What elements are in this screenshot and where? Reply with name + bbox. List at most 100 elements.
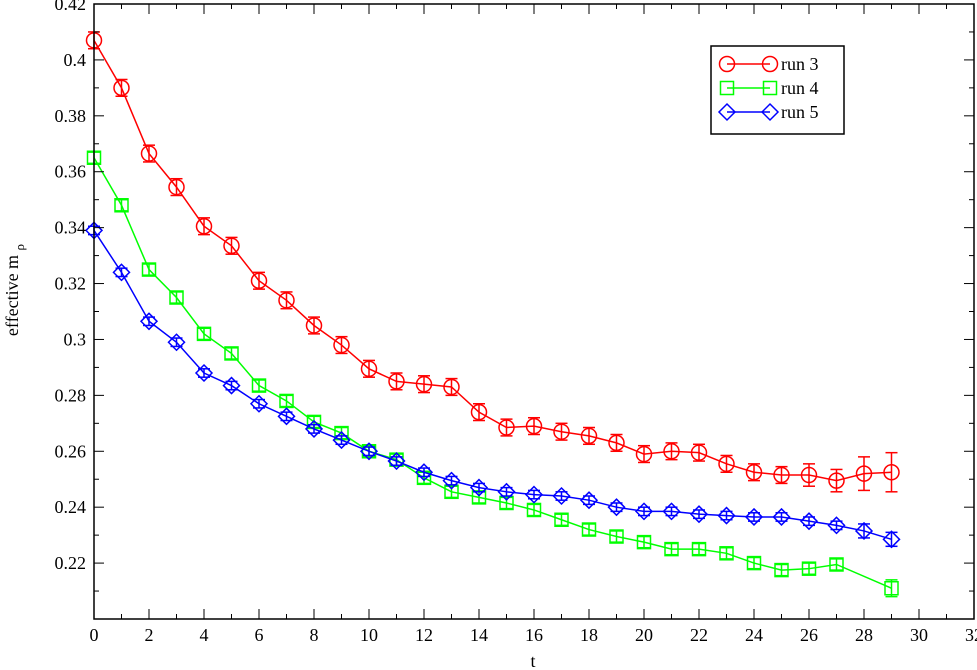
data-point bbox=[114, 198, 129, 213]
data-point bbox=[634, 502, 654, 521]
data-point bbox=[689, 505, 709, 524]
data-point bbox=[470, 403, 488, 421]
x-tick-label: 12 bbox=[415, 625, 433, 645]
x-tick-label: 16 bbox=[525, 625, 543, 645]
data-point bbox=[222, 376, 241, 395]
x-tick-label: 10 bbox=[360, 625, 378, 645]
legend: run 3 run 4 run 5 bbox=[710, 45, 845, 135]
data-point bbox=[387, 451, 406, 471]
data-point bbox=[168, 178, 185, 196]
data-point bbox=[250, 272, 268, 289]
data-point bbox=[140, 145, 158, 162]
x-tick-label: 22 bbox=[690, 625, 708, 645]
data-point bbox=[581, 522, 597, 537]
data-point bbox=[829, 557, 844, 572]
data-point bbox=[524, 485, 544, 504]
legend-item-3: run 5 bbox=[717, 102, 819, 122]
data-point bbox=[112, 263, 131, 282]
data-point bbox=[746, 555, 762, 571]
data-point bbox=[196, 326, 212, 342]
y-tick-label: 0.4 bbox=[64, 50, 87, 70]
x-tick-label: 2 bbox=[145, 625, 154, 645]
data-point bbox=[635, 445, 653, 463]
data-point bbox=[608, 434, 625, 452]
data-point bbox=[139, 312, 159, 331]
series-line bbox=[93, 39, 892, 482]
legend-marker-end bbox=[762, 80, 778, 96]
data-point bbox=[580, 427, 598, 445]
data-point bbox=[442, 471, 461, 490]
y-tick-label: 0.22 bbox=[55, 553, 87, 573]
data-point bbox=[525, 417, 543, 435]
x-tick-label: 24 bbox=[745, 625, 763, 645]
x-axis-title: t bbox=[530, 651, 535, 670]
data-point bbox=[113, 79, 130, 97]
axes-layer: 024681012141618202224262830320.220.240.2… bbox=[55, 0, 977, 645]
data-point bbox=[664, 541, 679, 557]
legend-marker-start bbox=[718, 55, 736, 73]
data-point bbox=[636, 534, 652, 550]
data-point bbox=[607, 498, 626, 517]
data-point bbox=[579, 491, 599, 510]
data-point bbox=[414, 463, 434, 482]
y-tick-label: 0.32 bbox=[55, 274, 87, 294]
y-tick-label: 0.36 bbox=[55, 162, 87, 182]
data-point bbox=[609, 529, 624, 544]
data-point bbox=[361, 444, 377, 459]
x-tick-label: 20 bbox=[635, 625, 653, 645]
data-point bbox=[443, 378, 460, 396]
data-point bbox=[691, 541, 707, 557]
legend-marker-end bbox=[761, 55, 779, 73]
data-point bbox=[772, 507, 791, 527]
data-point bbox=[552, 486, 571, 506]
legend-label: run 3 bbox=[781, 54, 819, 74]
legend-marker-start bbox=[719, 80, 735, 96]
data-point bbox=[854, 521, 874, 541]
y-tick-label: 0.3 bbox=[64, 329, 87, 349]
x-tick-label: 28 bbox=[855, 625, 873, 645]
legend-label: run 5 bbox=[781, 102, 819, 122]
data-point bbox=[141, 262, 157, 277]
legend-item-1: run 3 bbox=[718, 54, 819, 74]
data-point bbox=[469, 478, 489, 497]
data-point bbox=[333, 336, 350, 354]
data-point bbox=[553, 423, 570, 440]
y-axis-title-subscript: ρ bbox=[12, 244, 27, 251]
legend-label: run 4 bbox=[781, 78, 819, 98]
data-point bbox=[278, 292, 295, 309]
data-point bbox=[498, 419, 515, 436]
y-tick-label: 0.28 bbox=[55, 385, 87, 405]
data-point bbox=[332, 431, 351, 450]
y-axis-title-main: effective m bbox=[2, 255, 22, 336]
y-tick-label: 0.42 bbox=[55, 0, 87, 14]
legend-marker-start bbox=[717, 102, 737, 122]
data-point bbox=[277, 407, 296, 426]
x-tick-label: 30 bbox=[910, 625, 928, 645]
data-point bbox=[195, 217, 213, 235]
data-point bbox=[304, 419, 324, 438]
data-point bbox=[883, 463, 900, 481]
data-point bbox=[305, 317, 323, 334]
data-point bbox=[662, 502, 681, 521]
x-tick-label: 4 bbox=[200, 625, 209, 645]
data-point bbox=[774, 562, 789, 578]
data-point bbox=[855, 465, 873, 482]
x-tick-label: 32 bbox=[965, 625, 977, 645]
x-tick-label: 0 bbox=[90, 625, 99, 645]
data-point bbox=[745, 463, 763, 481]
series-line bbox=[93, 230, 892, 541]
x-tick-label: 14 bbox=[470, 625, 488, 645]
data-point bbox=[800, 466, 818, 484]
series-2 bbox=[86, 150, 899, 598]
series-line bbox=[93, 157, 892, 589]
data-point bbox=[690, 444, 708, 461]
data-point bbox=[744, 507, 764, 527]
data-point bbox=[554, 512, 569, 528]
data-point bbox=[799, 512, 819, 531]
data-point bbox=[359, 442, 379, 461]
data-point bbox=[497, 482, 516, 501]
legend-frame bbox=[710, 45, 845, 135]
y-tick-label: 0.26 bbox=[55, 441, 87, 461]
x-tick-label: 8 bbox=[310, 625, 319, 645]
